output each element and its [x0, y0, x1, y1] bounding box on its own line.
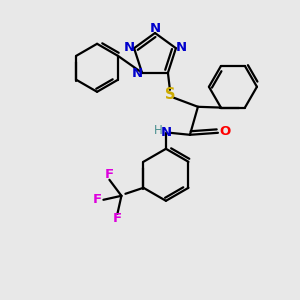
Text: H: H: [154, 124, 162, 137]
Text: F: F: [113, 212, 122, 225]
Text: F: F: [105, 168, 114, 181]
Text: N: N: [176, 41, 187, 54]
Text: N: N: [124, 41, 135, 54]
Text: S: S: [165, 87, 175, 102]
Text: O: O: [219, 125, 231, 138]
Text: N: N: [149, 22, 161, 34]
Text: N: N: [160, 126, 172, 139]
Text: F: F: [93, 193, 102, 206]
Text: N: N: [131, 67, 142, 80]
